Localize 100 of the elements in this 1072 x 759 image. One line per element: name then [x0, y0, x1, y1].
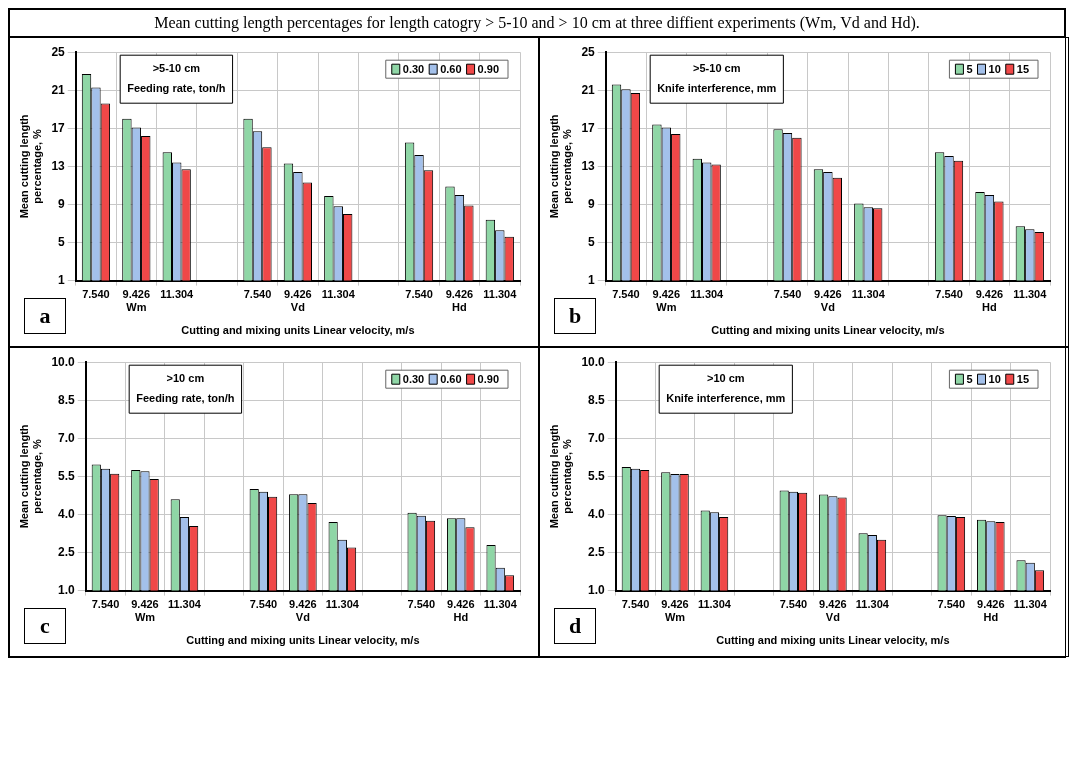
y-tick-label: 1.0: [588, 582, 606, 597]
legend-label: 15: [1016, 373, 1030, 386]
x-tick-label: 7.540: [773, 288, 802, 301]
x-tick-label: 7.540: [621, 598, 650, 611]
y-tick-label: 2.5: [58, 544, 76, 559]
y-tick-label: 25: [581, 44, 596, 59]
legend-label: 0.60: [440, 63, 462, 76]
x-tick-label: 11.304: [321, 288, 356, 301]
text: Wm: [134, 611, 156, 624]
x-tick-label: 11.304: [1013, 598, 1048, 611]
legend-label: 0.90: [477, 373, 500, 386]
y-tick-label: 13: [51, 158, 66, 173]
legend-label: 10: [988, 373, 1001, 386]
y-tick-label: 1: [588, 272, 596, 287]
text: a: [24, 298, 66, 334]
y-tick-label: 1.0: [58, 582, 76, 597]
x-tick-label: 9.426: [447, 598, 475, 611]
x-tick-label: 7.540: [249, 598, 278, 611]
x-tick-label: 9.426: [445, 288, 474, 301]
y-tick-label: 5: [58, 234, 66, 249]
x-tick-label: 11.304: [325, 598, 360, 611]
x-tick-label: 7.540: [407, 598, 436, 611]
x-tick-label: 9.426: [661, 598, 689, 611]
y-tick-label: 4.0: [588, 506, 606, 521]
y-tick-label: 7.0: [588, 430, 606, 445]
legend-label: 15: [1016, 63, 1030, 76]
y-tick-label: 21: [581, 82, 596, 97]
x-tick-label: 7.540: [243, 288, 272, 301]
text: c: [24, 608, 66, 644]
text: Wm: [664, 611, 686, 624]
legend-label: 5: [966, 63, 973, 76]
x-tick-label: 11.304: [167, 598, 202, 611]
x-tick-label: 9.426: [652, 288, 681, 301]
x-tick-label: 11.304: [690, 288, 725, 301]
y-tick-label: 8.5: [58, 392, 76, 407]
legend-label: 0.90: [477, 63, 500, 76]
y-axis-title: Mean cutting length percentage, %: [547, 424, 573, 529]
text: >5-10 cm: [693, 62, 741, 75]
y-axis-title: Mean cutting length percentage, %: [17, 424, 43, 529]
x-tick-label: 11.304: [1013, 288, 1048, 301]
text: Hd: [452, 301, 467, 314]
y-tick-label: 9: [58, 196, 66, 211]
y-tick-label: 25: [51, 44, 66, 59]
y-tick-label: 5: [588, 234, 596, 249]
x-tick-label: 11.304: [855, 598, 890, 611]
x-tick-label: 11.304: [160, 288, 195, 301]
y-tick-label: 2.5: [588, 544, 606, 559]
legend-label: 0.60: [440, 373, 462, 386]
x-tick-label: 7.540: [405, 288, 433, 301]
y-tick-label: 13: [581, 158, 596, 173]
legend-label: 0.30: [402, 63, 425, 76]
x-tick-label: 7.540: [91, 598, 120, 611]
text: Hd: [983, 611, 999, 624]
x-tick-label: 7.540: [937, 598, 966, 611]
text: Hd: [982, 301, 997, 314]
x-tick-label: 9.426: [284, 288, 312, 301]
text: d: [554, 608, 596, 644]
x-tick-label: 11.304: [483, 598, 518, 611]
text: Vd: [820, 301, 835, 314]
x-tick-label: 11.304: [851, 288, 886, 301]
x-tick-label: 7.540: [779, 598, 808, 611]
text: Vd: [825, 611, 840, 624]
y-axis-title: Mean cutting length percentage, %: [17, 114, 43, 219]
text: Vd: [290, 301, 305, 314]
text: Mean cutting length percentages for length catogry > 5-10 and > 10 cm at three diffient experiments (Wm, Vd and Hd).: [9, 9, 1065, 37]
y-tick-label: 10.0: [581, 354, 606, 369]
y-tick-label: 9: [588, 196, 596, 211]
x-axis-title: Cutting and mixing units Linear velocity, m/s: [711, 324, 945, 337]
legend-label: 10: [988, 63, 1001, 76]
legend-title: Feeding rate, ton/h: [127, 82, 226, 95]
y-tick-label: 21: [51, 82, 66, 97]
x-tick-label: 9.426: [977, 598, 1005, 611]
legend-title: Feeding rate, ton/h: [136, 392, 235, 405]
x-tick-label: 7.540: [82, 288, 110, 301]
y-tick-label: 17: [51, 120, 66, 135]
x-tick-label: 11.304: [483, 288, 518, 301]
text: >10 cm: [166, 372, 205, 385]
x-tick-label: 7.540: [935, 288, 963, 301]
y-tick-label: 7.0: [58, 430, 76, 445]
legend-label: 0.30: [402, 373, 425, 386]
x-tick-label: 11.304: [697, 598, 732, 611]
y-tick-label: 5.5: [588, 468, 606, 483]
y-tick-label: 5.5: [58, 468, 76, 483]
x-tick-label: 9.426: [814, 288, 842, 301]
x-tick-label: 9.426: [975, 288, 1004, 301]
x-tick-label: 9.426: [289, 598, 317, 611]
text: >10 cm: [706, 372, 745, 385]
x-tick-label: 9.426: [131, 598, 159, 611]
y-tick-label: 17: [581, 120, 596, 135]
x-tick-label: 7.540: [612, 288, 640, 301]
y-tick-label: 10.0: [51, 354, 76, 369]
text: Wm: [126, 301, 147, 314]
legend-title: Knife interference, mm: [657, 82, 777, 95]
text: Wm: [656, 301, 677, 314]
x-tick-label: 9.426: [819, 598, 847, 611]
y-tick-label: 8.5: [588, 392, 606, 407]
legend-label: 5: [966, 373, 973, 386]
y-tick-label: 1: [58, 272, 66, 287]
x-axis-title: Cutting and mixing units Linear velocity, m/s: [181, 324, 415, 337]
y-tick-label: 4.0: [58, 506, 76, 521]
